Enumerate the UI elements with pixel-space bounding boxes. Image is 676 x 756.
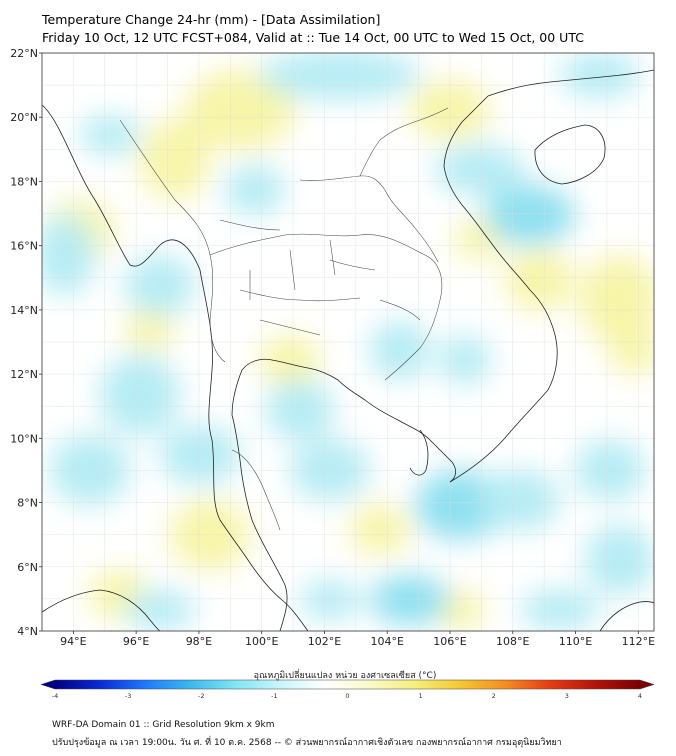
- coastline-west: [42, 104, 309, 631]
- cool-anomaly-patch: [125, 255, 195, 315]
- lon-tick-label: 104°E: [371, 635, 404, 648]
- coastlines-and-borders: [42, 69, 654, 631]
- lat-tick-label: 12°N: [10, 368, 38, 381]
- lat-tick-label: 18°N: [10, 175, 38, 188]
- colorbar-min-arrow: [41, 680, 55, 689]
- colorbar-tick-label: 1: [419, 692, 423, 700]
- cool-anomaly-patch: [80, 115, 140, 155]
- coastline-china: [487, 69, 654, 97]
- cool-anomaly-patch: [520, 590, 600, 630]
- cool-anomaly-patch: [560, 53, 640, 97]
- lon-tick-label: 106°E: [433, 635, 466, 648]
- footer-credit: ปรับปรุงข้อมูล ณ เวลา 19:00น. วัน ศ. ที่…: [52, 738, 562, 748]
- colorbar-tick-label: -2: [198, 692, 204, 700]
- map-subtitle: Friday 10 Oct, 12 UTC FCST+084, Valid at…: [42, 30, 584, 45]
- colorbar-tick-label: 3: [565, 692, 569, 700]
- lat-tick-label: 10°N: [10, 432, 38, 445]
- graticule: [42, 53, 654, 631]
- cool-anomaly-patch: [300, 580, 360, 620]
- warm-anomaly-patch: [140, 120, 210, 200]
- longitude-tick-labels: 94°E 96°E 98°E 100°E 102°E 104°E 106°E 108°E 110…: [60, 631, 655, 648]
- cool-anomaly-patch: [265, 380, 335, 440]
- warm-anomaly-patch: [260, 335, 320, 385]
- colorbar-tick-label: -1: [271, 692, 277, 700]
- cool-anomaly-patch: [415, 470, 505, 540]
- colorbar-max-arrow: [640, 680, 654, 689]
- coastline-sumatra: [42, 589, 161, 631]
- lat-tick-label: 6°N: [17, 561, 38, 574]
- lat-tick-label: 4°N: [17, 625, 38, 638]
- lon-tick-label: 98°E: [186, 635, 212, 648]
- lon-tick-label: 96°E: [123, 635, 149, 648]
- footer-model-info: WRF-DA Domain 01 :: Grid Resolution 9km …: [52, 720, 275, 730]
- cool-anomaly-patch: [435, 145, 525, 195]
- cool-anomaly-patch: [575, 440, 645, 500]
- coastline-borneo: [599, 601, 654, 631]
- colorbar-tick-label: 0: [345, 692, 349, 700]
- lon-tick-label: 102°E: [308, 635, 341, 648]
- lon-tick-label: 110°E: [559, 635, 592, 648]
- colorbar-title: อุณหภูมิเปลี่ยนแปลง หน่วย องศาเซลเซียส (…: [253, 671, 437, 681]
- lat-tick-label: 20°N: [10, 111, 38, 124]
- cool-anomaly-patch: [370, 320, 430, 380]
- colorbar-gradient: [55, 680, 640, 689]
- cool-anomaly-patch: [100, 355, 180, 435]
- lon-tick-label: 112°E: [622, 635, 655, 648]
- coastline-gulf: [231, 358, 456, 631]
- lat-tick-label: 22°N: [10, 47, 38, 60]
- cool-anomaly-patch: [50, 435, 130, 505]
- lat-tick-label: 16°N: [10, 240, 38, 253]
- warm-anomaly-patch: [505, 250, 575, 310]
- lon-tick-label: 108°E: [496, 635, 529, 648]
- cool-anomaly-patch: [42, 215, 95, 295]
- latitude-tick-labels: 22°N 20°N 18°N 16°N 14°N 12°N 10°N 8°N 6°N 4°N: [10, 47, 42, 638]
- warm-anomaly-patch: [580, 255, 654, 345]
- colorbar-tick-label: 4: [638, 692, 642, 700]
- warm-anomaly-patch: [185, 70, 295, 150]
- warm-anomaly-patch: [170, 500, 250, 570]
- colorbar-tick-label: 2: [492, 692, 496, 700]
- cool-anomaly-patch: [125, 590, 195, 630]
- cool-anomaly-patch: [370, 575, 450, 625]
- warm-anomaly-patch: [610, 325, 654, 375]
- plot-frame: [41, 52, 655, 632]
- cool-anomaly-patch: [485, 185, 575, 245]
- cool-anomaly-patch: [585, 525, 654, 595]
- coastline-hainan: [534, 124, 606, 185]
- coastline-mekong: [409, 429, 429, 476]
- warm-anomaly-patch: [350, 505, 410, 555]
- lon-tick-label: 100°E: [245, 635, 278, 648]
- map-title: Temperature Change 24-hr (mm) - [Data As…: [42, 12, 381, 27]
- cool-anomaly-patch: [160, 425, 240, 485]
- internal-borders: [119, 107, 449, 531]
- lat-tick-label: 14°N: [10, 304, 38, 317]
- coastline-vietnam: [443, 95, 558, 483]
- cool-anomaly-patch: [225, 165, 285, 215]
- temperature-field: [42, 53, 654, 631]
- colorbar-outline: [40, 679, 655, 690]
- colorbar: -4 -3 -2 -1 0 1 2 3 4: [40, 679, 655, 700]
- colorbar-tick-label: -4: [52, 692, 58, 700]
- colorbar-tick-label: -3: [125, 692, 131, 700]
- cool-anomaly-patch: [290, 440, 370, 500]
- lon-tick-label: 94°E: [60, 635, 86, 648]
- cool-anomaly-patch: [260, 53, 420, 100]
- lat-tick-label: 8°N: [17, 497, 38, 510]
- warm-anomaly-patch: [125, 310, 175, 350]
- cool-anomaly-patch: [480, 470, 560, 530]
- cool-anomaly-patch: [440, 335, 490, 385]
